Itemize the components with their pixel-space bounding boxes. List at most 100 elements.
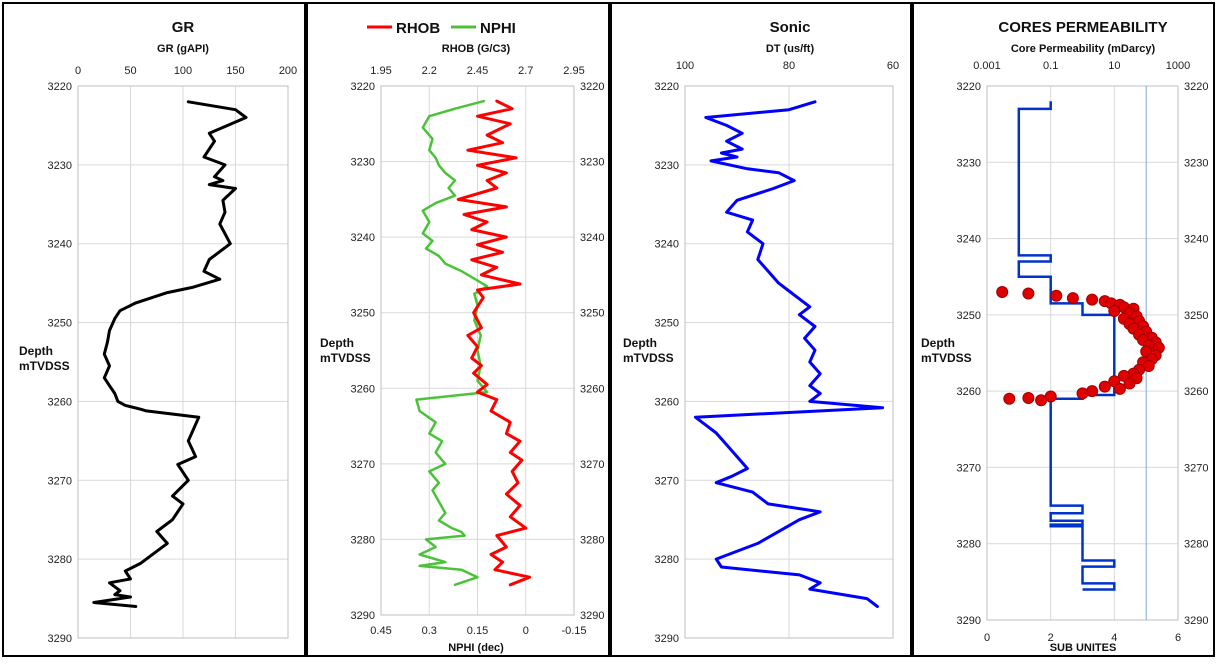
core-permeability-point bbox=[1066, 292, 1079, 305]
core-permeability-point bbox=[1022, 287, 1035, 300]
core-permeability-point bbox=[1123, 377, 1136, 390]
plot-frame bbox=[380, 85, 575, 616]
sonic-series-line bbox=[693, 100, 885, 608]
y-tick-label-left: 3260 bbox=[351, 383, 375, 395]
y-tick-label-left: 3240 bbox=[655, 239, 679, 251]
y-tick-label-left: 3290 bbox=[655, 633, 679, 645]
rhob-series-line bbox=[456, 99, 532, 587]
sonic-title: Sonic bbox=[770, 19, 811, 36]
y-tick-label-left: 3290 bbox=[957, 615, 981, 627]
sonic-xlabel: DT (us/ft) bbox=[766, 43, 815, 55]
sonic-x-tick-label: 100 bbox=[676, 60, 694, 72]
depth-label-line: mTVDSS bbox=[623, 351, 674, 365]
perm-xlabel: Core Permeability (mDarcy) bbox=[1011, 43, 1156, 55]
plot-frame bbox=[77, 85, 289, 639]
core-permeability-point bbox=[1098, 380, 1111, 393]
y-tick-label-left: 3230 bbox=[48, 160, 72, 172]
y-tick-label-left: 3240 bbox=[351, 232, 375, 244]
nphi-x-tick-label: 0.15 bbox=[467, 625, 488, 637]
y-tick-label-left: 3280 bbox=[957, 539, 981, 551]
y-tick-label-left: 3260 bbox=[957, 386, 981, 398]
legend-label-rhob: RHOB bbox=[396, 20, 440, 37]
y-tick-label-left: 3270 bbox=[351, 459, 375, 471]
y-tick-label-left: 3240 bbox=[957, 234, 981, 246]
y-tick-label-right: 3240 bbox=[1184, 234, 1208, 246]
depth-label-line: mTVDSS bbox=[19, 359, 70, 373]
depth-label-line: Depth bbox=[19, 344, 53, 358]
y-tick-label-left: 3270 bbox=[48, 475, 72, 487]
y-tick-label-left: 3250 bbox=[957, 310, 981, 322]
y-tick-label-left: 3230 bbox=[351, 157, 375, 169]
legend: RHOB NPHI bbox=[367, 20, 516, 37]
y-tick-label-left: 3230 bbox=[957, 157, 981, 169]
y-tick-label-left: 3230 bbox=[655, 160, 679, 172]
rhob-x-tick-label: 2.95 bbox=[563, 65, 584, 77]
nphi-xlabel: NPHI (dec) bbox=[448, 642, 504, 654]
sub-unites-series-line bbox=[1017, 101, 1116, 591]
y-tick-label-left: 3260 bbox=[48, 396, 72, 408]
nphi-x-tick-label: -0.15 bbox=[561, 625, 586, 637]
plot-frame bbox=[986, 85, 1179, 621]
sonic-x-tick-label: 80 bbox=[783, 60, 795, 72]
nphi-x-tick-label: 0.3 bbox=[422, 625, 437, 637]
gr-title: GR bbox=[172, 19, 195, 36]
plot-frame bbox=[684, 85, 894, 639]
sonic-depth-label: Depth mTVDSS bbox=[623, 336, 674, 365]
depth-label-line: Depth bbox=[320, 336, 354, 350]
y-tick-label-right: 3270 bbox=[580, 459, 604, 471]
gr-depth-label: Depth mTVDSS bbox=[19, 344, 70, 373]
y-tick-label-left: 3220 bbox=[48, 81, 72, 93]
y-tick-label-right: 3230 bbox=[580, 157, 604, 169]
y-tick-label-right: 3260 bbox=[1184, 386, 1208, 398]
gr-x-tick-label: 200 bbox=[279, 65, 297, 77]
panel-border-perm bbox=[912, 2, 1215, 657]
core-permeability-point bbox=[1076, 387, 1089, 400]
perm-depth-label: Depth mTVDSS bbox=[921, 336, 972, 365]
sub-unites-x-tick-label: 0 bbox=[984, 632, 990, 644]
perm-x-tick-label: 0.1 bbox=[1043, 60, 1058, 72]
panel-border-rhob-nphi bbox=[306, 2, 610, 657]
core-permeability-point bbox=[1086, 293, 1099, 306]
y-tick-label-right: 3270 bbox=[1184, 462, 1208, 474]
y-tick-label-right: 3290 bbox=[1184, 615, 1208, 627]
gr-series-line bbox=[92, 100, 248, 608]
panel-2-grid: 3220 3230 3240 3250 3260 3270 3280 3290 bbox=[655, 81, 894, 645]
rhob-x-tick-label: 2.7 bbox=[518, 65, 533, 77]
y-tick-label-right: 3250 bbox=[580, 308, 604, 320]
core-permeability-point bbox=[1113, 382, 1126, 395]
core-permeability-point bbox=[1035, 394, 1048, 407]
rhob-x-tick-label: 2.2 bbox=[422, 65, 437, 77]
gr-xlabel: GR (gAPI) bbox=[157, 43, 209, 55]
y-tick-label-right: 3260 bbox=[580, 383, 604, 395]
gr-x-tick-label: 150 bbox=[226, 65, 244, 77]
core-permeability-point bbox=[1003, 392, 1016, 405]
y-tick-label-left: 3290 bbox=[48, 633, 72, 645]
sub-unites-x-tick-label: 4 bbox=[1111, 632, 1117, 644]
y-tick-label-left: 3250 bbox=[48, 318, 72, 330]
nphi-x-tick-label: 0.45 bbox=[370, 625, 391, 637]
gr-x-tick-label: 0 bbox=[75, 65, 81, 77]
panel-1-grid: 3220 3220 3230 3230 3240 3240 3250 3250 3260 3260… bbox=[351, 81, 605, 622]
gr-x-tick-label: 50 bbox=[124, 65, 136, 77]
nphi-x-tick-label: 0 bbox=[523, 625, 529, 637]
rhob-depth-label: Depth mTVDSS bbox=[320, 336, 371, 365]
rhob-xlabel: RHOB (G/C3) bbox=[442, 43, 511, 55]
y-tick-label-left: 3280 bbox=[48, 554, 72, 566]
y-tick-label-left: 3250 bbox=[351, 308, 375, 320]
y-tick-label-left: 3260 bbox=[655, 396, 679, 408]
y-tick-label-left: 3220 bbox=[351, 81, 375, 93]
y-tick-label-left: 3280 bbox=[655, 554, 679, 566]
y-tick-label-right: 3250 bbox=[1184, 310, 1208, 322]
perm-title: CORES PERMEABILITY bbox=[998, 19, 1167, 36]
y-tick-label-left: 3220 bbox=[957, 81, 981, 93]
depth-label-line: mTVDSS bbox=[921, 351, 972, 365]
perm-x-tick-label: 0.001 bbox=[973, 60, 1001, 72]
depth-label-line: Depth bbox=[623, 336, 657, 350]
y-tick-label-right: 3290 bbox=[580, 610, 604, 622]
core-permeability-point bbox=[1022, 392, 1035, 404]
y-tick-label-left: 3240 bbox=[48, 239, 72, 251]
depth-label-line: Depth bbox=[921, 336, 955, 350]
y-tick-label-right: 3280 bbox=[580, 534, 604, 546]
